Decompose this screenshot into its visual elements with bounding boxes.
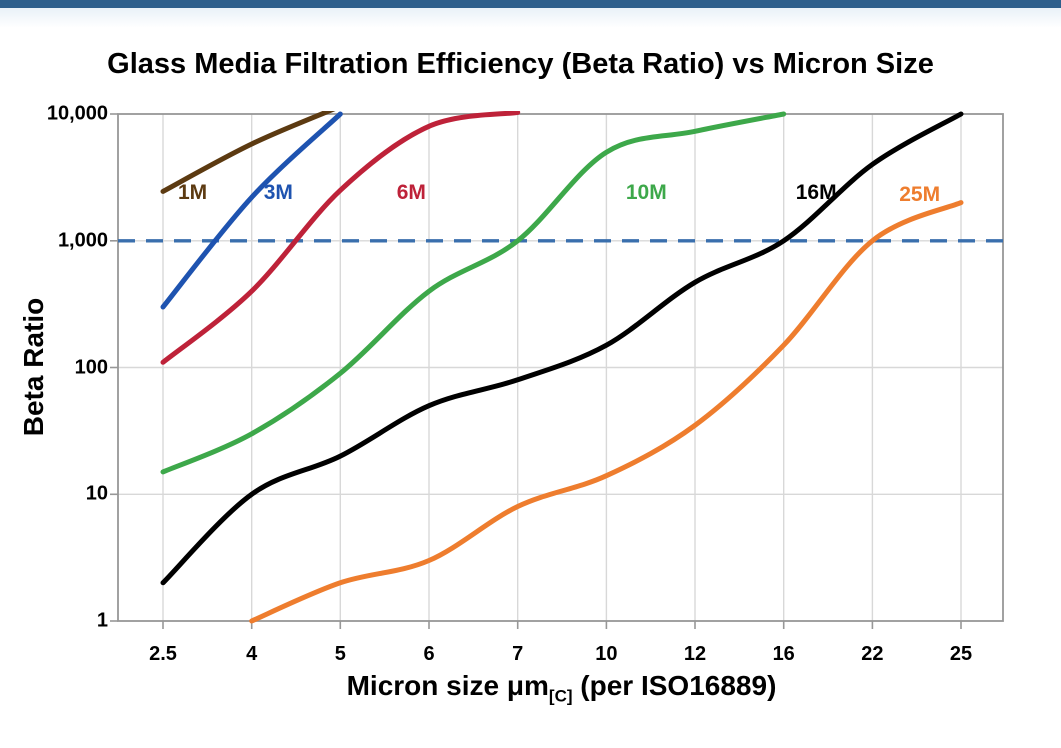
x-axis-title-text: Micron size μm bbox=[346, 670, 549, 701]
x-axis-title: Micron size μm[C] (per ISO16889) bbox=[118, 670, 1005, 707]
window-top-bar bbox=[0, 0, 1061, 8]
x-tick-label: 4 bbox=[246, 643, 258, 665]
y-tick-label: 100 bbox=[74, 356, 108, 378]
x-tick-label: 6 bbox=[423, 643, 435, 665]
x-axis-title-suffix: (per ISO16889) bbox=[572, 670, 777, 701]
x-tick-label: 2.5 bbox=[149, 643, 177, 665]
series-label-10m: 10M bbox=[625, 180, 667, 204]
series-label-1m: 1M bbox=[178, 180, 208, 204]
y-tick-label: 10 bbox=[85, 482, 108, 505]
x-tick-label: 12 bbox=[683, 643, 707, 665]
x-axis-title-subscript: [C] bbox=[548, 686, 573, 706]
y-tick-label: 1,000 bbox=[57, 229, 108, 252]
series-curve-1m bbox=[160, 111, 336, 194]
x-tick-label: 10 bbox=[595, 643, 618, 665]
series-label-3m: 3M bbox=[263, 180, 293, 204]
window-top-bar-fade bbox=[0, 8, 1061, 28]
series-curve-3m bbox=[160, 111, 343, 310]
x-tick-label: 5 bbox=[334, 643, 346, 665]
chart-title: Glass Media Filtration Efficiency (Beta … bbox=[107, 48, 934, 80]
series-label-25m: 25M bbox=[899, 182, 941, 206]
series-curve-10m bbox=[160, 111, 787, 475]
x-tick-label: 25 bbox=[949, 643, 973, 665]
series-curve-6m bbox=[160, 111, 521, 365]
x-tick-label: 7 bbox=[512, 643, 524, 665]
series-curve-25m bbox=[249, 200, 964, 624]
plot-frame bbox=[117, 113, 1004, 622]
x-tick-label: 16 bbox=[772, 643, 795, 665]
y-tick-label: 1 bbox=[96, 609, 108, 632]
series-label-6m: 6M bbox=[396, 180, 426, 204]
y-tick-label: 10,000 bbox=[46, 102, 108, 125]
series-label-16m: 16M bbox=[795, 180, 837, 204]
x-tick-label: 22 bbox=[861, 643, 884, 665]
series-curve-16m bbox=[160, 111, 964, 586]
